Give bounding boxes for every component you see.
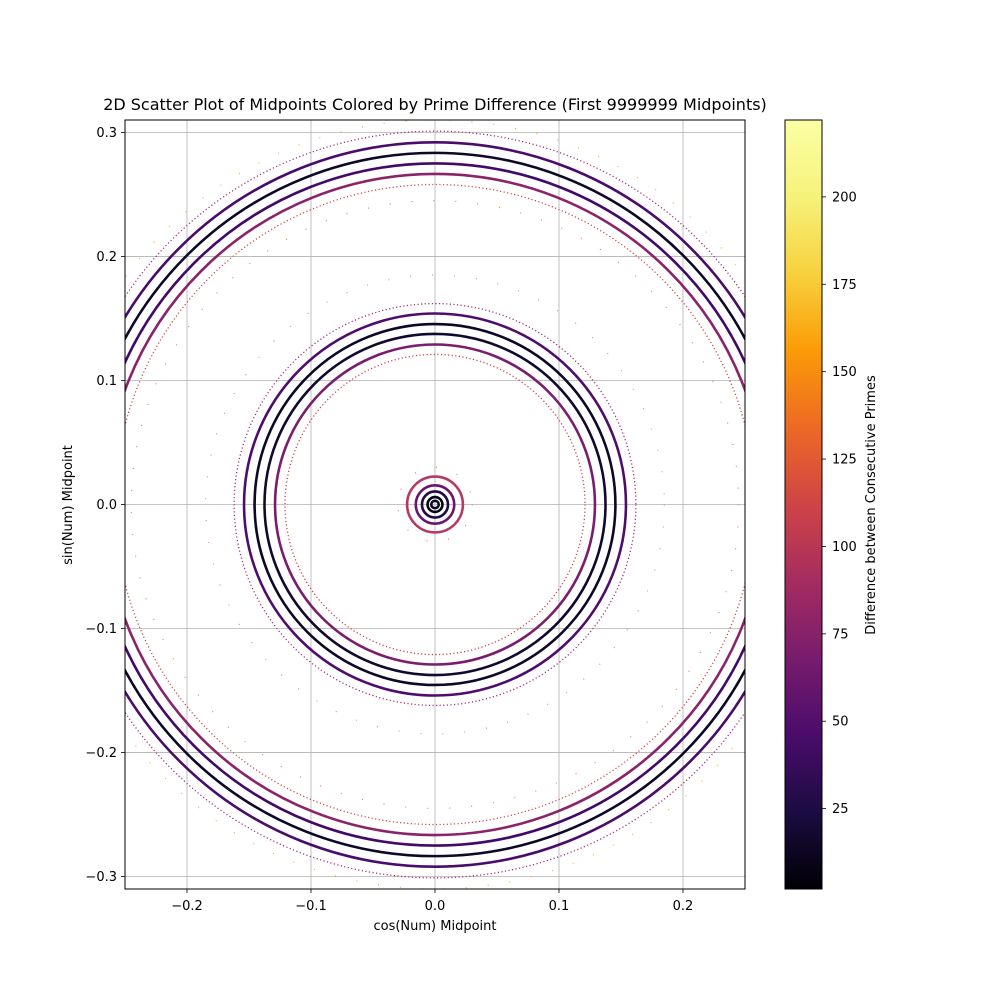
scatter-ring (130, 200, 740, 809)
scatter-ring (397, 466, 473, 543)
scatter-ring (242, 312, 628, 697)
y-axis-label: sin(Num) Midpoint (61, 445, 76, 565)
scatter-ring (125, 172, 745, 837)
scatter-ring (273, 343, 597, 666)
scatter-ring (405, 475, 465, 534)
y-tick-label: −0.3 (85, 870, 117, 885)
y-tick-label: −0.2 (85, 746, 117, 761)
x-tick-label: −0.1 (295, 899, 327, 914)
chart-title: 2D Scatter Plot of Midpoints Colored by … (103, 95, 767, 114)
y-tick-label: 0.0 (96, 498, 117, 513)
colorbar-tick-label: 50 (832, 715, 849, 730)
y-axis: −0.3 −0.2 −0.1 0.0 0.1 0.2 0.3 (85, 126, 125, 885)
colorbar (784, 119, 823, 890)
scatter-rings (125, 120, 745, 889)
colorbar-tick-label: 100 (832, 540, 857, 555)
colorbar-tick-label: 150 (832, 365, 857, 380)
y-tick-label: 0.3 (96, 126, 117, 141)
scatter-ring (429, 499, 441, 510)
x-axis: −0.2 −0.1 0.0 0.1 0.2 (171, 889, 693, 914)
scatter-ring (414, 483, 456, 526)
colorbar-tick-label: 200 (832, 190, 857, 205)
y-tick-label: −0.1 (85, 622, 117, 637)
colorbar-tick-label: 25 (832, 802, 849, 817)
colorbar-tick-label: 75 (832, 627, 849, 642)
colorbar-tick-label: 125 (832, 453, 857, 468)
scatter-ring (125, 151, 745, 858)
x-tick-label: −0.2 (171, 899, 203, 914)
scatter-ring (233, 302, 637, 707)
scatter-ring (420, 490, 450, 519)
scatter-ring (253, 322, 617, 687)
colorbar-label: Difference between Consecutive Primes (864, 375, 879, 635)
colorbar-tick-label: 175 (832, 278, 857, 293)
scatter-ring (125, 141, 745, 868)
grid (125, 120, 745, 889)
x-tick-label: 0.1 (549, 899, 570, 914)
x-axis-label: cos(Num) Midpoint (373, 919, 496, 934)
colorbar-axis: 25 50 75 100 125 150 175 200 (822, 190, 857, 817)
scatter-ring (426, 495, 444, 514)
x-tick-label: 0.2 (673, 899, 694, 914)
scatter-ring (125, 162, 745, 847)
x-tick-label: 0.0 (425, 899, 446, 914)
y-tick-label: 0.2 (96, 250, 117, 265)
y-tick-label: 0.1 (96, 374, 117, 389)
scatter-ring (205, 274, 665, 735)
scatter-ring (263, 332, 607, 677)
